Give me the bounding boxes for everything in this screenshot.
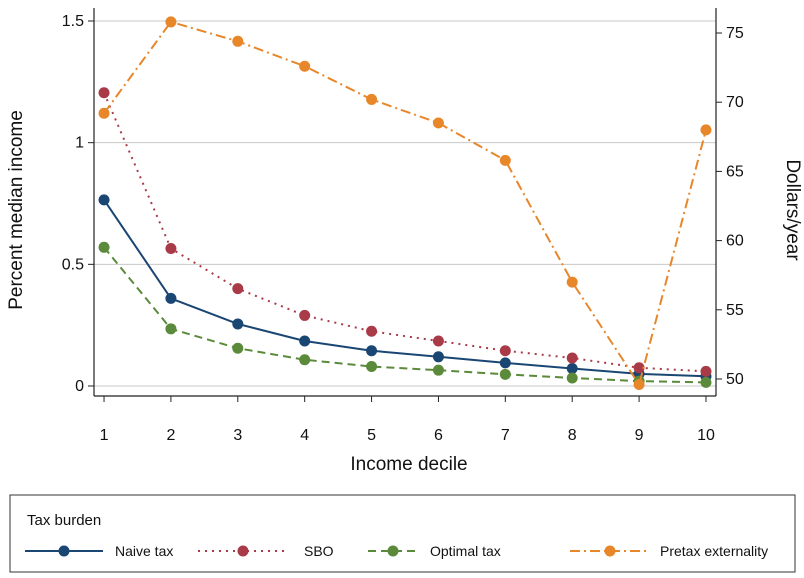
data-point-naive-tax [299,335,311,347]
data-point-naive-tax [366,345,378,357]
y-left-tick-label: 0 [75,378,84,395]
data-point-sbo [366,325,378,337]
y-axis-right-label: Dollars/year [782,159,803,261]
legend-items: Naive tax SBO Optimal tax Pretax externalit… [25,543,768,559]
series-sbo [98,87,712,377]
data-point-naive-tax [499,357,511,369]
data-point-pretax-externality [432,117,444,129]
legend-label: Optimal tax [430,543,501,559]
legend: Tax burden Naive tax SBO Optimal tax Pretax… [9,494,796,573]
data-point-optimal-tax [700,376,712,388]
y-left-tick-label: 1.5 [62,13,84,30]
legend-item-pretax-externality: Pretax externality [570,543,768,559]
data-point-pretax-externality [98,107,110,119]
data-point-pretax-externality [700,124,712,136]
series-line-optimal-tax [103,246,706,384]
y-right-tick-label: 70 [726,94,744,111]
data-point-optimal-tax [432,364,444,376]
data-point-naive-tax [232,318,244,330]
series-line-sbo [103,92,707,373]
data-point-sbo [633,362,645,374]
data-point-optimal-tax [566,372,578,384]
x-tick-label: 7 [501,427,510,444]
y-right-tick-label: 75 [726,25,744,42]
y-right-tick-label: 60 [726,233,744,250]
legend-item-naive-tax: Naive tax [25,543,173,559]
x-tick-label: 1 [100,427,109,444]
series-line-naive-tax [103,199,707,378]
x-tick-label: 10 [697,427,715,444]
data-point-optimal-tax [232,342,244,354]
data-point-pretax-externality [165,16,177,28]
data-point-optimal-tax [98,241,110,253]
axes: 0 0.5 1 1.5 50 55 60 65 70 75 1 2 3 4 5 6 7 8 9 10 [62,8,744,444]
data-point-pretax-externality [366,93,378,105]
x-axis-label: Income decile [350,454,467,475]
series-pretax-externality [98,16,712,391]
data-point-sbo [700,365,712,377]
y-right-tick-label: 55 [726,302,744,319]
legend-swatch-marker [58,545,70,557]
data-point-sbo [432,335,444,347]
data-point-optimal-tax [299,354,311,366]
data-point-pretax-externality [499,154,511,166]
x-tick-label: 3 [233,427,242,444]
data-point-optimal-tax [165,323,177,335]
data-point-sbo [165,243,177,255]
legend-title: Tax burden [27,512,101,529]
data-point-sbo [232,283,244,295]
grid-lines [94,20,716,387]
legend-swatch-marker [387,545,399,557]
y-right-tick-label: 65 [726,163,744,180]
y-right-tick-label: 50 [726,371,744,388]
data-point-naive-tax [98,194,110,206]
legend-item-optimal-tax: Optimal tax [368,543,501,559]
data-point-optimal-tax [366,361,378,373]
y-axis-left-label: Percent median income [6,110,27,310]
data-point-pretax-externality [299,60,311,72]
legend-box [9,494,796,573]
legend-label: Naive tax [115,543,173,559]
x-tick-label: 5 [367,427,376,444]
data-point-sbo [299,309,311,321]
data-point-optimal-tax [499,368,511,380]
legend-swatch-marker [237,545,249,557]
data-point-pretax-externality [232,35,244,47]
x-tick-label: 2 [166,427,175,444]
data-point-naive-tax [566,362,578,374]
data-point-pretax-externality [566,276,578,288]
x-tick-label: 8 [568,427,577,444]
y-left-tick-label: 0.5 [62,256,84,273]
legend-label: Pretax externality [660,543,768,559]
series-line-pretax-externality [103,20,707,386]
data-point-sbo [566,352,578,364]
data-point-pretax-externality [633,379,645,391]
series-layer [98,16,712,391]
legend-label: SBO [304,543,334,559]
legend-item-sbo: SBO [198,543,334,559]
data-point-sbo [98,87,110,99]
x-tick-label: 6 [434,427,443,444]
x-tick-label: 4 [300,427,309,444]
data-point-naive-tax [165,292,177,304]
legend-swatch-marker [604,545,616,557]
data-point-sbo [499,345,511,357]
x-tick-label: 9 [635,427,644,444]
y-left-tick-label: 1 [75,135,84,152]
data-point-naive-tax [432,351,444,363]
